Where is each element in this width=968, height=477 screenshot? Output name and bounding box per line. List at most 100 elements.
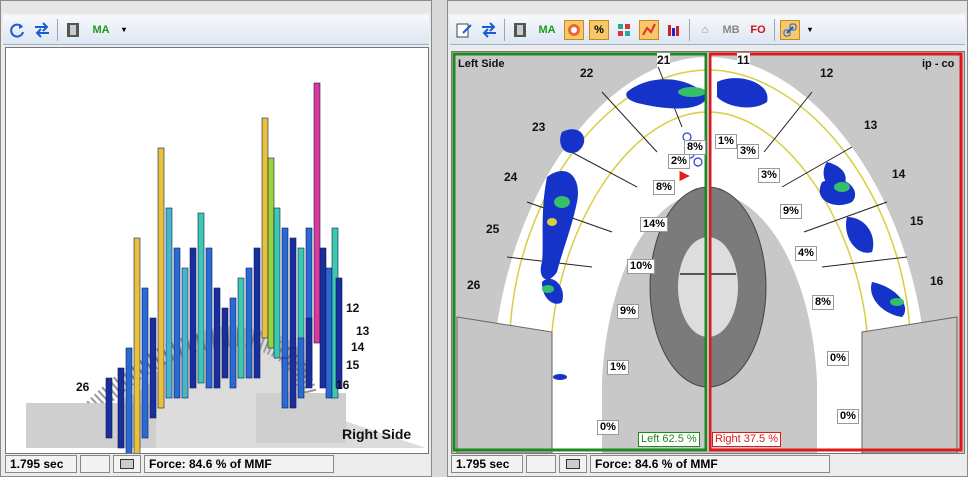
force-bar [281,357,289,409]
toolbar-separator [689,18,690,41]
tooth-label: 23 [532,120,546,134]
left-side-frame [452,52,708,452]
dropdown-arrow-icon[interactable]: ▾ [121,25,126,34]
force-bar [297,337,305,399]
toolbar-separator [504,18,505,41]
fo-button[interactable]: FO [750,23,766,36]
arch-pressure-map [452,52,964,454]
tooth-label: 11 [737,53,750,67]
tooth-label: 15 [346,358,360,372]
left-base-pad [456,316,553,454]
percent-label: 0% [837,409,859,424]
pressure-2d-view[interactable]: Left Side ip - co 21 11 22 12 23 13 24 1… [451,51,965,454]
status-blank [526,455,556,473]
percent-label: 1% [715,134,737,149]
tooth-label: 22 [580,66,594,80]
graph-icon[interactable] [639,19,659,40]
percent-button[interactable]: % [589,19,609,40]
force-bar [319,247,327,389]
force-bar [221,307,229,379]
percent-label: 8% [684,140,706,155]
status-force: Force: 84.6 % of MMF [144,455,334,473]
ip-co-label: ip - co [922,58,955,70]
tooth-label: 15 [910,214,924,228]
pressure-3d-chart [26,82,426,469]
left-total-badge: Left 62.5 % [638,432,700,447]
force-bar [117,367,125,449]
tooth-label: 16 [336,378,350,392]
mb-button[interactable]: MB [722,23,740,36]
tooth-label: 13 [864,118,878,132]
right-base-pad [861,316,958,454]
force-bar [313,82,321,344]
force-bar [253,247,261,379]
tooth-label: 12 [346,301,360,315]
legend-box-icon [559,455,587,473]
tooth-dividers [506,63,908,268]
force-bar [105,377,113,439]
percent-label: 1% [607,360,629,375]
toolbar-separator [774,18,775,41]
film-icon[interactable] [63,20,83,40]
percent-label: 8% [812,295,834,310]
percent-label: 0% [827,351,849,366]
link-icon[interactable] [780,19,800,40]
force-bar [149,317,157,419]
force-bar [173,247,181,399]
force-bar [165,207,173,399]
tooth-icon[interactable]: ⌂ [701,23,709,36]
tooth-label: 14 [892,167,906,181]
title-strip [448,1,967,13]
right-status-bar: 1.795 sec Force: 84.6 % of MMF [451,454,830,474]
force-bars [105,82,343,469]
dropdown-arrow-icon[interactable]: ▾ [807,25,812,34]
ma-button[interactable]: MA [92,23,110,36]
tooth-label: 12 [820,66,834,80]
left-toolbar: MA ▾ [3,15,429,45]
legend-box-icon [113,455,141,473]
refresh-icon[interactable] [7,20,27,40]
tooth-label: 13 [356,324,370,338]
swap-arrows-icon[interactable] [32,20,52,40]
tooth-label: 14 [351,340,365,354]
pressure-3d-view[interactable]: 12 13 14 15 16 26 Right Side [5,47,429,469]
right-side-frame [708,52,963,452]
force-bar [325,267,333,399]
edit-icon[interactable] [454,20,474,40]
force-bar [197,212,205,384]
force-bar [335,277,343,389]
percent-label: 4% [795,246,817,261]
force-bar [141,287,149,439]
tooth-label: 26 [76,380,90,394]
tooth-label: 24 [504,170,518,184]
ma-button[interactable]: MA [538,23,556,36]
percent-label: 0% [597,420,619,435]
right-toolbar: MA % ⌂ MB FO ▾ [450,15,965,45]
tooth-label: 26 [467,278,481,292]
status-time: 1.795 sec [5,455,77,473]
force-bar [245,267,253,379]
force-bar [267,157,275,349]
percent-label: 9% [780,204,802,219]
left-3d-pane: MA ▾ 12 13 14 15 16 26 Right Side 1.795 … [0,0,432,477]
status-time: 1.795 sec [451,455,523,473]
percent-label: 14% [640,217,669,232]
swap-arrows-icon[interactable] [479,20,499,40]
force-bar [181,267,189,399]
percent-label: 3% [758,168,780,183]
force-bar [281,227,289,369]
tooth-label: 25 [486,222,500,236]
grid-icon[interactable] [614,20,634,40]
force-target-icon[interactable] [564,19,584,40]
center-of-force-marker [678,169,693,183]
percent-label: 3% [737,144,759,159]
force-bar [289,347,297,409]
force-bar [261,117,269,339]
film-icon[interactable] [510,20,530,40]
status-blank [80,455,110,473]
force-bar [205,247,213,389]
right-base-pad [256,393,346,443]
chart-bars-icon[interactable] [664,20,684,40]
title-strip [1,1,431,13]
force-bar [213,287,221,389]
